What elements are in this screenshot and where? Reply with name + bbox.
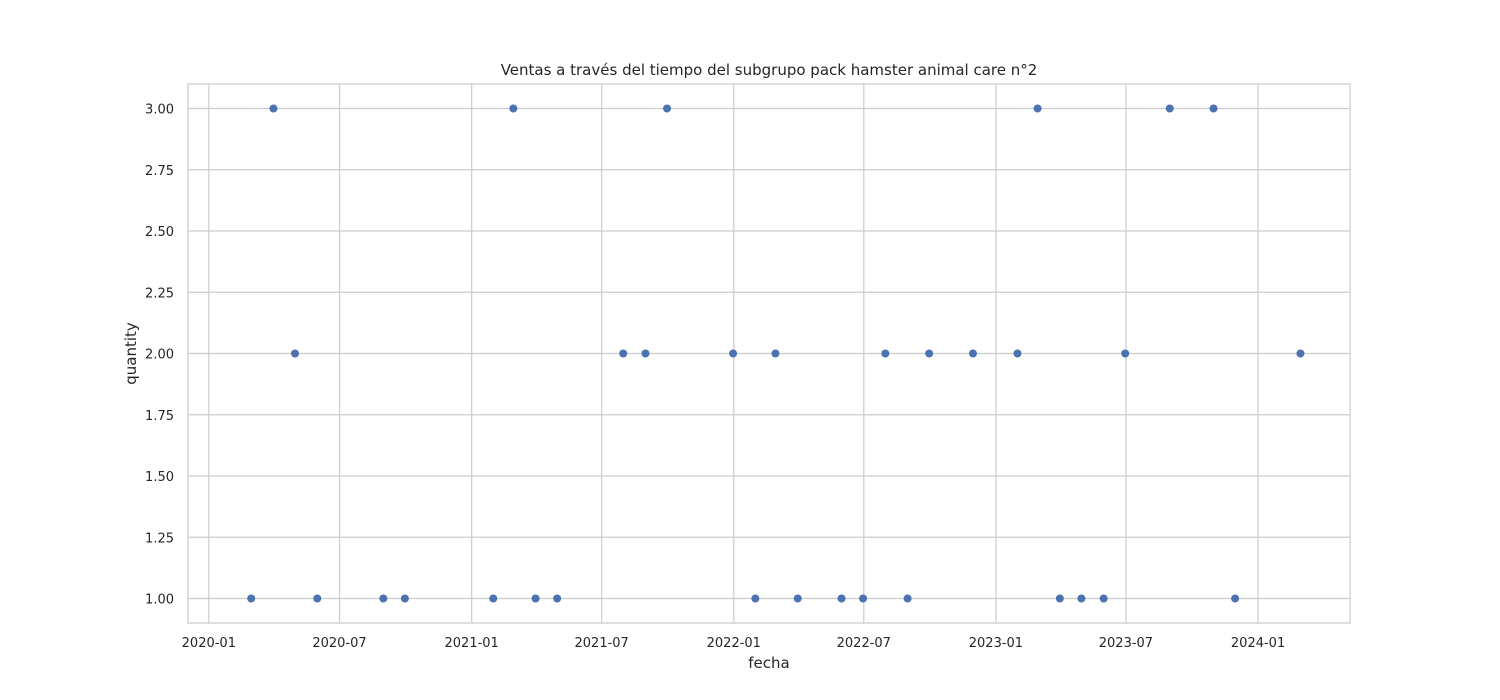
x-tick-label: 2024-01 <box>1231 636 1285 651</box>
x-tick-label: 2023-07 <box>1099 636 1153 651</box>
data-point <box>1165 104 1174 113</box>
data-point <box>729 349 738 358</box>
data-point <box>859 594 868 603</box>
data-point <box>269 104 278 113</box>
x-axis-title: fecha <box>748 654 789 672</box>
data-point <box>1077 594 1086 603</box>
data-point <box>400 594 409 603</box>
data-point <box>925 349 934 358</box>
data-point <box>291 349 300 358</box>
data-point <box>881 349 890 358</box>
y-tick-label: 1.25 <box>145 531 174 546</box>
x-tick-label: 2020-07 <box>312 636 366 651</box>
data-point <box>247 594 256 603</box>
data-point <box>793 594 802 603</box>
y-axis-title: quantity <box>122 322 140 385</box>
x-tick-label: 2021-01 <box>445 636 499 651</box>
data-point <box>1231 594 1240 603</box>
x-tick-label: 2022-01 <box>707 636 761 651</box>
data-point <box>1121 349 1130 358</box>
data-point <box>313 594 322 603</box>
data-point <box>1209 104 1218 113</box>
y-tick-label: 2.00 <box>145 348 174 363</box>
chart-title: Ventas a través del tiempo del subgrupo … <box>501 61 1038 79</box>
y-tick-label: 1.75 <box>145 409 174 424</box>
data-point <box>531 594 540 603</box>
data-point <box>619 349 628 358</box>
data-points <box>247 104 1305 603</box>
data-point <box>1099 594 1108 603</box>
data-point <box>509 104 518 113</box>
data-point <box>1033 104 1042 113</box>
y-tick-label: 3.00 <box>145 103 174 118</box>
plot-area-frame <box>187 83 1351 624</box>
data-point <box>553 594 562 603</box>
data-point <box>379 594 388 603</box>
data-point <box>903 594 912 603</box>
x-tick-label: 2021-07 <box>575 636 629 651</box>
data-point <box>771 349 780 358</box>
grid-lines <box>188 84 1350 623</box>
data-point <box>489 594 498 603</box>
x-tick-label: 2023-01 <box>969 636 1023 651</box>
data-point <box>751 594 760 603</box>
y-tick-label: 2.25 <box>145 286 174 301</box>
data-point <box>968 349 977 358</box>
x-tick-label: 2022-07 <box>837 636 891 651</box>
y-axis-ticks: 1.00 1.25 1.50 1.75 2.00 2.25 2.50 2.75 3.00 <box>145 103 174 608</box>
data-point <box>1296 349 1305 358</box>
y-tick-label: 1.50 <box>145 470 174 485</box>
data-point <box>1013 349 1022 358</box>
data-point <box>837 594 846 603</box>
data-point <box>1055 594 1064 603</box>
x-axis-ticks: 2020-01 2020-07 2021-01 2021-07 2022-01 2022-… <box>182 636 1286 651</box>
data-point <box>641 349 650 358</box>
y-tick-label: 1.00 <box>145 593 174 608</box>
x-tick-label: 2020-01 <box>182 636 236 651</box>
y-tick-label: 2.75 <box>145 164 174 179</box>
data-point <box>663 104 672 113</box>
y-tick-label: 2.50 <box>145 225 174 240</box>
